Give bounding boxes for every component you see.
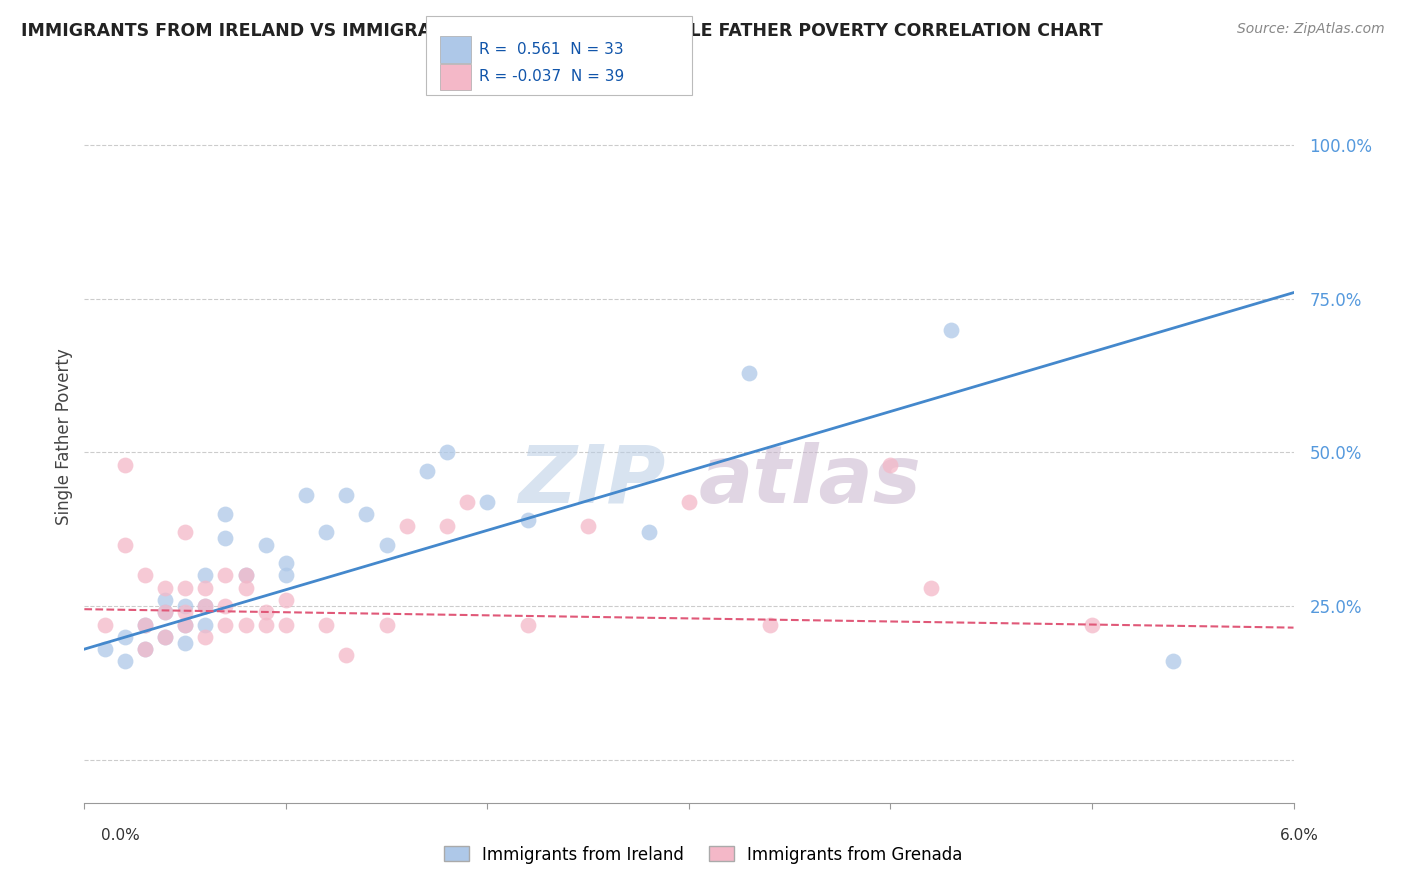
Point: [274, 568, 297, 582]
Point: [214, 532, 236, 546]
Point: [194, 581, 217, 595]
Point: [153, 605, 176, 619]
Point: [235, 568, 257, 582]
Point: [134, 568, 156, 582]
Point: [214, 507, 236, 521]
Point: [235, 568, 257, 582]
Point: [214, 599, 236, 613]
Point: [274, 556, 297, 570]
Point: [335, 648, 357, 663]
Point: [134, 642, 156, 657]
Point: [678, 494, 700, 508]
Point: [194, 630, 217, 644]
Point: [456, 494, 478, 508]
Point: [477, 494, 499, 508]
Text: 6.0%: 6.0%: [1279, 828, 1319, 843]
Point: [516, 617, 538, 632]
Point: [214, 617, 236, 632]
Point: [395, 519, 418, 533]
Point: [153, 630, 176, 644]
Point: [516, 513, 538, 527]
Text: IMMIGRANTS FROM IRELAND VS IMMIGRANTS FROM GRENADA SINGLE FATHER POVERTY CORRELA: IMMIGRANTS FROM IRELAND VS IMMIGRANTS FR…: [21, 22, 1102, 40]
Point: [114, 538, 136, 552]
Point: [576, 519, 599, 533]
Point: [436, 445, 458, 459]
Point: [174, 617, 197, 632]
Point: [153, 593, 176, 607]
Point: [315, 617, 337, 632]
Point: [114, 458, 136, 472]
Point: [194, 599, 217, 613]
Point: [174, 599, 197, 613]
Point: [939, 322, 962, 336]
Point: [134, 617, 156, 632]
Point: [375, 617, 398, 632]
Point: [194, 599, 217, 613]
Point: [174, 605, 197, 619]
Point: [274, 617, 297, 632]
Point: [295, 488, 318, 502]
Point: [134, 642, 156, 657]
Point: [93, 617, 115, 632]
Point: [153, 605, 176, 619]
Point: [416, 464, 439, 478]
Point: [637, 525, 659, 540]
Text: atlas: atlas: [699, 442, 921, 520]
Point: [174, 636, 197, 650]
Point: [174, 525, 197, 540]
Point: [214, 568, 236, 582]
Point: [1081, 617, 1104, 632]
Point: [114, 630, 136, 644]
Point: [920, 581, 942, 595]
Point: [174, 581, 197, 595]
Y-axis label: Single Father Poverty: Single Father Poverty: [55, 349, 73, 525]
Point: [335, 488, 357, 502]
Point: [254, 617, 277, 632]
Point: [235, 617, 257, 632]
Point: [1161, 655, 1184, 669]
Point: [436, 519, 458, 533]
Point: [738, 366, 761, 380]
Text: R =  0.561  N = 33: R = 0.561 N = 33: [479, 42, 624, 57]
Text: R = -0.037  N = 39: R = -0.037 N = 39: [479, 70, 624, 85]
Point: [134, 617, 156, 632]
Text: ZIP: ZIP: [519, 442, 666, 520]
Point: [254, 605, 277, 619]
Point: [375, 538, 398, 552]
Point: [93, 642, 115, 657]
Point: [879, 458, 901, 472]
Point: [153, 581, 176, 595]
Point: [356, 507, 378, 521]
Text: Source: ZipAtlas.com: Source: ZipAtlas.com: [1237, 22, 1385, 37]
Text: 0.0%: 0.0%: [101, 828, 141, 843]
Point: [315, 525, 337, 540]
Point: [235, 581, 257, 595]
Point: [194, 617, 217, 632]
Point: [758, 617, 780, 632]
Legend: Immigrants from Ireland, Immigrants from Grenada: Immigrants from Ireland, Immigrants from…: [437, 839, 969, 871]
Point: [274, 593, 297, 607]
Point: [174, 617, 197, 632]
Point: [153, 630, 176, 644]
Point: [254, 538, 277, 552]
Point: [194, 568, 217, 582]
Point: [114, 655, 136, 669]
